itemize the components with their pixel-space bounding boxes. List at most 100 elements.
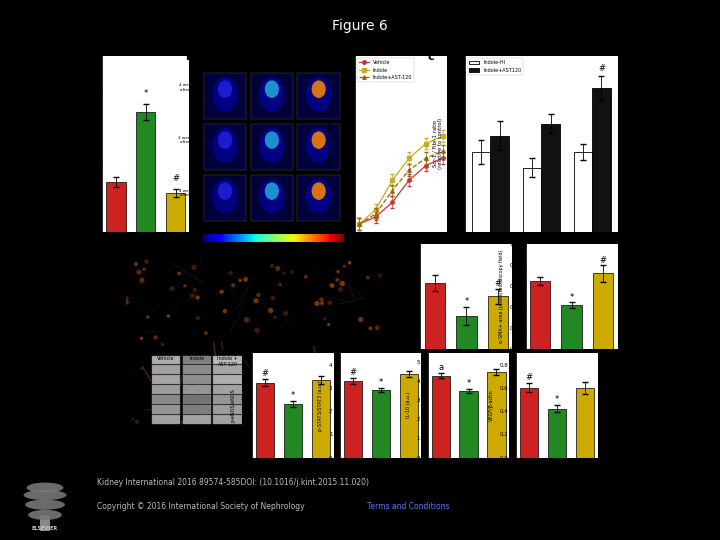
Text: Before
HI: Before HI	[343, 253, 356, 261]
Bar	[204, 73, 246, 119]
Text: Terms and Conditions: Terms and Conditions	[367, 502, 450, 511]
Circle shape	[321, 302, 323, 305]
Circle shape	[284, 312, 287, 315]
Circle shape	[135, 263, 138, 265]
Circle shape	[328, 323, 330, 326]
Circle shape	[343, 265, 345, 267]
Circle shape	[336, 279, 338, 281]
Indole	[405, 155, 413, 161]
X-axis label: Weeks after HI: Weeks after HI	[381, 247, 421, 252]
Text: 50 μm: 50 μm	[184, 412, 198, 416]
Bar	[297, 176, 340, 221]
Bar	[284, 404, 302, 457]
FancyBboxPatch shape	[213, 395, 242, 404]
Circle shape	[178, 272, 180, 274]
Bar	[548, 409, 566, 457]
Circle shape	[141, 367, 143, 369]
Circle shape	[143, 268, 145, 271]
Bar	[472, 152, 490, 232]
Text: CD31+: CD31+	[110, 290, 115, 310]
Bar	[490, 136, 509, 232]
Circle shape	[328, 301, 331, 305]
Ellipse shape	[28, 510, 62, 520]
Text: #: #	[526, 373, 532, 382]
Vehicle	[438, 155, 447, 161]
Text: *: *	[379, 377, 383, 387]
Bar	[251, 176, 293, 221]
Circle shape	[137, 271, 140, 274]
Text: Indole: Indole	[265, 58, 282, 63]
Circle shape	[379, 274, 381, 277]
Text: e: e	[110, 353, 118, 363]
Vehicle	[388, 199, 397, 205]
FancyBboxPatch shape	[213, 375, 242, 384]
Text: c: c	[427, 52, 433, 62]
Vehicle	[421, 163, 430, 169]
Circle shape	[161, 343, 163, 346]
Text: 50 μm: 50 μm	[271, 328, 284, 332]
Bar	[593, 87, 611, 232]
FancyBboxPatch shape	[152, 415, 180, 424]
Bar	[541, 124, 559, 232]
Circle shape	[220, 291, 223, 293]
Y-axis label: IL-10 (a.u.): IL-10 (a.u.)	[406, 392, 411, 418]
Line: Indole+AST-120: Indole+AST-120	[357, 149, 444, 226]
Circle shape	[330, 387, 333, 389]
FancyBboxPatch shape	[213, 386, 242, 394]
FancyBboxPatch shape	[213, 405, 242, 414]
FancyBboxPatch shape	[182, 395, 211, 404]
Bar	[204, 176, 246, 221]
Bar	[425, 284, 445, 427]
Legend: Indole-HI, Indole+AST120: Indole-HI, Indole+AST120	[467, 58, 523, 75]
Text: p-STAT3: p-STAT3	[128, 377, 148, 382]
Line: Vehicle: Vehicle	[357, 157, 444, 226]
FancyBboxPatch shape	[182, 415, 211, 424]
Indole	[421, 140, 430, 147]
Bar	[204, 124, 246, 170]
FancyBboxPatch shape	[182, 405, 211, 414]
Bar	[136, 112, 156, 232]
Indole+AST-120	[355, 221, 364, 227]
Line: Indole: Indole	[357, 134, 444, 226]
Circle shape	[359, 318, 363, 321]
Circle shape	[341, 281, 344, 286]
Text: Indole
+ AST-120: Indole + AST-120	[305, 58, 335, 69]
Vehicle	[405, 177, 413, 184]
Text: IL-10: IL-10	[135, 397, 148, 402]
Bar	[574, 152, 593, 232]
Text: Indole: Indole	[189, 356, 204, 361]
Bar	[166, 193, 185, 232]
Y-axis label: CD31+ cells/lymphocytes ratio: CD31+ cells/lymphocytes ratio	[394, 259, 398, 334]
Ellipse shape	[27, 483, 63, 493]
Bar	[487, 372, 505, 457]
Circle shape	[255, 328, 259, 332]
Text: *: *	[464, 297, 469, 306]
Text: p-eNOS: p-eNOS	[129, 357, 148, 362]
Circle shape	[204, 332, 207, 334]
Circle shape	[147, 316, 149, 318]
Ellipse shape	[259, 77, 284, 112]
FancyBboxPatch shape	[152, 386, 180, 394]
Ellipse shape	[312, 80, 325, 98]
Ellipse shape	[218, 131, 232, 149]
Circle shape	[367, 355, 369, 357]
Circle shape	[145, 260, 148, 263]
Circle shape	[315, 301, 319, 306]
Circle shape	[254, 299, 258, 303]
Circle shape	[125, 296, 128, 300]
Circle shape	[197, 316, 199, 319]
FancyBboxPatch shape	[152, 375, 180, 384]
Ellipse shape	[306, 128, 331, 163]
Vehicle	[372, 214, 380, 220]
Ellipse shape	[25, 500, 65, 510]
Bar	[372, 390, 390, 457]
Circle shape	[269, 308, 273, 313]
Circle shape	[193, 288, 197, 292]
Circle shape	[324, 318, 325, 320]
Text: Indole + AST-120: Indole + AST-120	[325, 245, 391, 254]
FancyBboxPatch shape	[213, 366, 242, 374]
Circle shape	[244, 278, 248, 281]
Legend: Vehicle, Indole, Indole+AST-120: Vehicle, Indole, Indole+AST-120	[357, 58, 414, 82]
FancyBboxPatch shape	[152, 405, 180, 414]
Indole+AST-120	[372, 211, 380, 217]
